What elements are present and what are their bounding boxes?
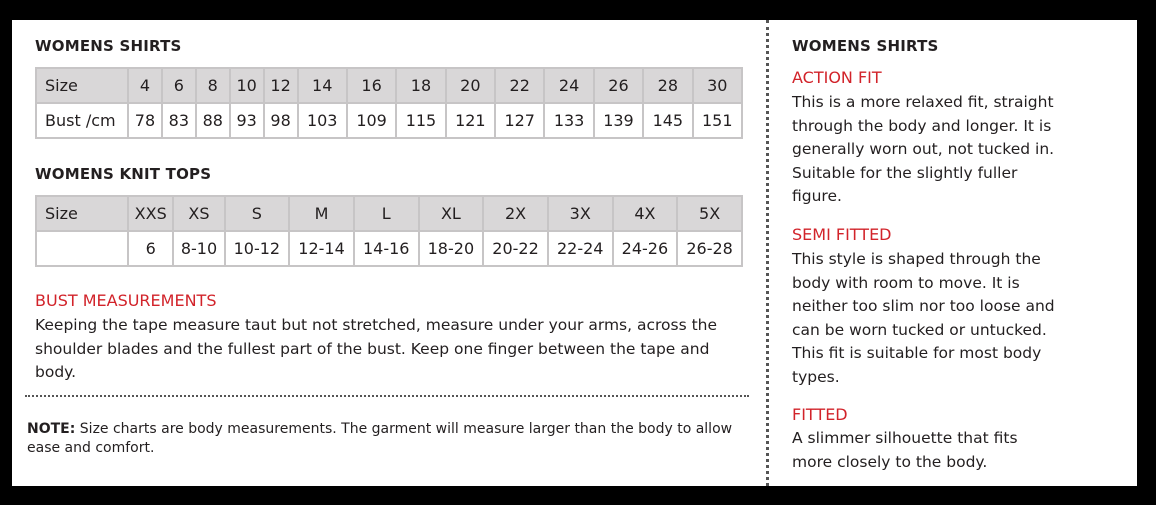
table-cell: 26: [592, 67, 645, 104]
table-cell: 12: [262, 67, 299, 104]
table-cell: L: [352, 195, 420, 232]
divider: [25, 395, 749, 397]
table-cell: 12-14: [288, 230, 355, 267]
table-cell: 22: [494, 67, 546, 104]
row-label-cell: [35, 230, 129, 267]
row-label-cell: Bust /cm: [35, 102, 129, 139]
table-cell: 22-24: [546, 230, 614, 267]
table-cell: 2X: [482, 195, 549, 232]
table-cell: 8: [194, 67, 231, 104]
table-cell: 121: [444, 102, 497, 139]
table-cell: 115: [395, 102, 447, 139]
size-chart-panel: WOMENS SHIRTS Size 4 6 8 10 12 14 16 18 20 22 24 26 2…: [12, 20, 1137, 486]
table-cell: 6: [160, 67, 197, 104]
table-cell: 20: [444, 67, 497, 104]
table-cell: 4: [127, 67, 163, 104]
table-cell: S: [223, 195, 291, 232]
table-cell: 109: [345, 102, 398, 139]
table-row: Size 4 6 8 10 12 14 16 18 20 22 24 26 28 30: [35, 67, 744, 104]
fit-text: A slimmer silhouette that fits more clos…: [792, 429, 1018, 471]
bust-text: Keeping the tape measure taut but not st…: [35, 316, 718, 381]
table-cell: XXS: [126, 195, 175, 232]
table-cell: XL: [417, 195, 485, 232]
table-cell: XS: [172, 195, 226, 232]
table-cell: 103: [296, 102, 348, 139]
table-cell: 10-12: [223, 230, 291, 267]
table-cell: 78: [127, 102, 163, 139]
table-cell: 14: [296, 67, 348, 104]
note-label: NOTE:: [27, 421, 76, 437]
column-divider: [766, 20, 769, 486]
shirts-size-table: Size 4 6 8 10 12 14 16 18 20 22 24 26 28 30 Bust /cm 78 8…: [35, 67, 744, 139]
row-label-cell: Size: [35, 195, 129, 232]
table-cell: 14-16: [352, 230, 420, 267]
bust-title: BUST MEASUREMENTS: [35, 291, 217, 310]
knit-title: WOMENS KNIT TOPS: [35, 165, 212, 183]
knit-size-table: Size XXS XS S M L XL 2X 3X 4X 5X 6 8-10 10-12 12-14 14-…: [35, 195, 743, 267]
note: NOTE: Size charts are body measurements.…: [27, 420, 747, 458]
table-cell: M: [288, 195, 355, 232]
table-cell: 18-20: [417, 230, 485, 267]
table-cell: 145: [642, 102, 694, 139]
table-cell: 151: [691, 102, 744, 139]
table-cell: 10: [228, 67, 265, 104]
fit-text: This style is shaped through the body wi…: [792, 250, 1055, 386]
table-cell: 4X: [611, 195, 679, 232]
table-cell: 28: [642, 67, 694, 104]
table-cell: 133: [543, 102, 595, 139]
fit-name: SEMI FITTED: [792, 225, 892, 244]
shirts-title: WOMENS SHIRTS: [35, 37, 182, 55]
table-row: 6 8-10 10-12 12-14 14-16 18-20 20-22 22-24 24-26…: [35, 230, 743, 267]
table-cell: 88: [194, 102, 231, 139]
fit-text: This is a more relaxed fit, straight thr…: [792, 93, 1055, 205]
table-cell: 30: [691, 67, 744, 104]
note-text: Size charts are body measurements. The g…: [27, 421, 733, 456]
right-title: WOMENS SHIRTS: [792, 37, 939, 55]
table-cell: 24: [543, 67, 595, 104]
table-cell: 98: [262, 102, 299, 139]
table-cell: 127: [494, 102, 546, 139]
table-cell: 3X: [546, 195, 614, 232]
table-cell: 26-28: [676, 230, 743, 267]
table-cell: 6: [126, 230, 175, 267]
table-cell: 24-26: [611, 230, 679, 267]
row-label-cell: Size: [35, 67, 129, 104]
table-cell: 5X: [676, 195, 743, 232]
table-cell: 139: [592, 102, 645, 139]
table-row: Size XXS XS S M L XL 2X 3X 4X 5X: [35, 195, 743, 232]
fit-name: ACTION FIT: [792, 68, 882, 87]
table-cell: 16: [345, 67, 398, 104]
fit-name: FITTED: [792, 405, 848, 424]
table-cell: 18: [395, 67, 447, 104]
table-cell: 20-22: [482, 230, 549, 267]
table-cell: 93: [228, 102, 265, 139]
table-row: Bust /cm 78 83 88 93 98 103 109 115 121 127 133 139 1…: [35, 102, 744, 139]
table-cell: 83: [160, 102, 197, 139]
table-cell: 8-10: [172, 230, 226, 267]
